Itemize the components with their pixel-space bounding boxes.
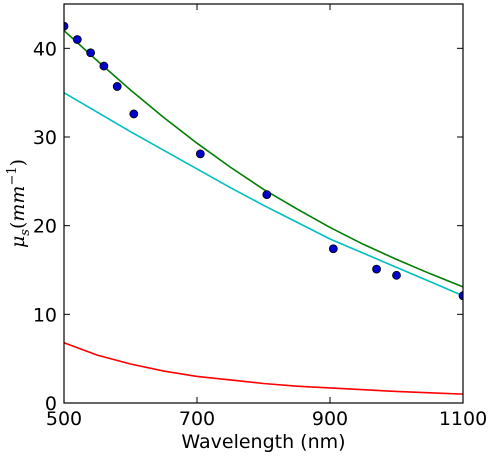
data-point <box>392 270 401 280</box>
plot-area <box>64 21 463 395</box>
y-axis-label-close: ) <box>7 159 29 166</box>
y-axis-label-unit: mm <box>7 186 29 222</box>
y-tick-label: 0 <box>45 393 57 415</box>
x-tick-label: 900 <box>312 408 348 430</box>
y-axis-label: μs(mm−1) <box>5 159 33 248</box>
series-line-1 <box>64 30 463 288</box>
data-point <box>195 149 205 159</box>
data-point <box>129 109 139 119</box>
x-tick-label: 1100 <box>439 408 487 430</box>
data-point <box>86 48 95 58</box>
data-point <box>328 244 338 254</box>
series-line-3 <box>64 341 463 395</box>
data-point <box>372 264 381 274</box>
data-point <box>99 61 109 71</box>
ticks: 500 700 900 1100 0 10 20 30 40 <box>33 4 487 430</box>
y-tick-label: 20 <box>33 216 57 238</box>
y-tick-label: 30 <box>33 127 57 149</box>
y-axis-label-symbol: μ <box>7 236 29 248</box>
x-tick-label: 500 <box>46 408 82 430</box>
x-tick-label: 700 <box>179 408 215 430</box>
axes <box>63 3 464 404</box>
y-tick-label: 10 <box>33 304 57 326</box>
data-point <box>458 291 463 301</box>
data-point <box>262 190 272 200</box>
series-line-2 <box>64 91 463 297</box>
y-axis-label-exponent: −1 <box>5 166 20 185</box>
y-axis-label-open: ( <box>7 222 29 229</box>
data-point <box>72 35 82 44</box>
data-point <box>64 21 69 31</box>
x-axis-label: Wavelength (nm) <box>181 431 345 453</box>
data-point <box>112 82 122 91</box>
y-tick-label: 40 <box>33 38 57 60</box>
y-axis-label-subscript: s <box>18 229 33 236</box>
axes-frame <box>63 3 464 404</box>
